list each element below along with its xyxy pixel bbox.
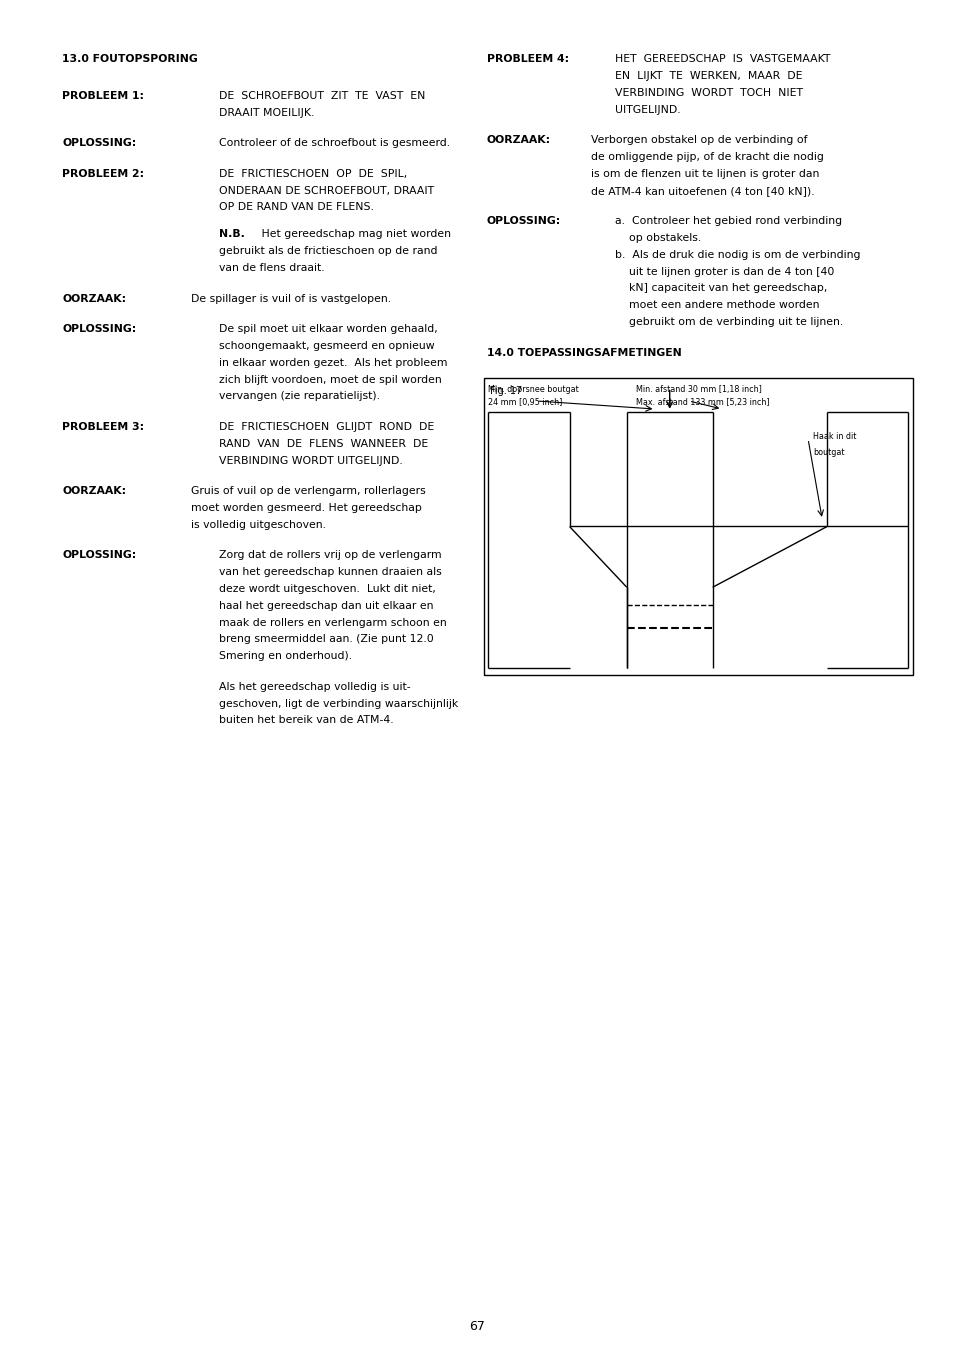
Text: DE  FRICTIESCHOEN  GLIJDT  ROND  DE: DE FRICTIESCHOEN GLIJDT ROND DE [219,421,435,432]
Text: N.B.: N.B. [219,230,245,239]
Text: moet een andere methode worden: moet een andere methode worden [615,300,819,310]
Text: OPLOSSING:: OPLOSSING: [62,324,136,333]
Text: Min. afstand 30 mm [1,18 inch]: Min. afstand 30 mm [1,18 inch] [636,385,761,394]
Text: Verborgen obstakel op de verbinding of: Verborgen obstakel op de verbinding of [591,135,807,144]
Text: EN  LIJKT  TE  WERKEN,  MAAR  DE: EN LIJKT TE WERKEN, MAAR DE [615,72,802,81]
Text: VERBINDING WORDT UITGELIJND.: VERBINDING WORDT UITGELIJND. [219,455,403,466]
Text: deze wordt uitgeschoven.  Lukt dit niet,: deze wordt uitgeschoven. Lukt dit niet, [219,583,436,594]
Text: van het gereedschap kunnen draaien als: van het gereedschap kunnen draaien als [219,567,441,576]
Text: HET  GEREEDSCHAP  IS  VASTGEMAAKT: HET GEREEDSCHAP IS VASTGEMAAKT [615,54,830,63]
Text: vervangen (zie reparatielijst).: vervangen (zie reparatielijst). [219,392,380,401]
Text: DE  FRICTIESCHOEN  OP  DE  SPIL,: DE FRICTIESCHOEN OP DE SPIL, [219,169,407,178]
Text: 13.0 FOUTOPSPORING: 13.0 FOUTOPSPORING [62,54,197,63]
Text: OORZAAK:: OORZAAK: [486,135,550,144]
Text: breng smeermiddel aan. (Zie punt 12.0: breng smeermiddel aan. (Zie punt 12.0 [219,634,434,644]
Text: De spil moet uit elkaar worden gehaald,: De spil moet uit elkaar worden gehaald, [219,324,437,333]
Text: boutgat: boutgat [812,448,843,458]
Text: 24 mm [0,95 inch]: 24 mm [0,95 inch] [488,398,562,408]
Text: in elkaar worden gezet.  Als het probleem: in elkaar worden gezet. Als het probleem [219,358,448,367]
Text: OP DE RAND VAN DE FLENS.: OP DE RAND VAN DE FLENS. [219,202,374,212]
Text: Als het gereedschap volledig is uit-: Als het gereedschap volledig is uit- [219,682,411,691]
Text: Min. doorsnee boutgat: Min. doorsnee boutgat [488,385,578,394]
Text: ONDERAAN DE SCHROEFBOUT, DRAAIT: ONDERAAN DE SCHROEFBOUT, DRAAIT [219,185,434,196]
Text: de omliggende pijp, of de kracht die nodig: de omliggende pijp, of de kracht die nod… [591,151,823,162]
Text: Fig. 17: Fig. 17 [490,386,522,396]
Text: b.  Als de druk die nodig is om de verbinding: b. Als de druk die nodig is om de verbin… [615,250,860,259]
Bar [483,378,912,675]
Text: Zorg dat de rollers vrij op de verlengarm: Zorg dat de rollers vrij op de verlengar… [219,549,441,560]
Text: PROBLEEM 3:: PROBLEEM 3: [62,421,144,432]
Text: de ATM-4 kan uitoefenen (4 ton [40 kN]).: de ATM-4 kan uitoefenen (4 ton [40 kN]). [591,185,814,196]
Text: schoongemaakt, gesmeerd en opnieuw: schoongemaakt, gesmeerd en opnieuw [219,340,435,351]
Text: Max. afstand 133 mm [5,23 inch]: Max. afstand 133 mm [5,23 inch] [636,398,769,408]
Text: gebruikt als de frictieschoen op de rand: gebruikt als de frictieschoen op de rand [219,246,437,256]
Text: DRAAIT MOEILIJK.: DRAAIT MOEILIJK. [219,108,314,117]
Text: kN] capaciteit van het gereedschap,: kN] capaciteit van het gereedschap, [615,284,827,293]
Text: moet worden gesmeerd. Het gereedschap: moet worden gesmeerd. Het gereedschap [191,502,421,513]
Text: UITGELIJND.: UITGELIJND. [615,104,680,115]
Text: PROBLEEM 2:: PROBLEEM 2: [62,169,144,178]
Text: OPLOSSING:: OPLOSSING: [62,139,136,148]
Text: zich blijft voordoen, moet de spil worden: zich blijft voordoen, moet de spil worde… [219,374,441,385]
Text: OPLOSSING:: OPLOSSING: [62,549,136,560]
Text: geschoven, ligt de verbinding waarschijnlijk: geschoven, ligt de verbinding waarschijn… [219,698,458,709]
Text: buiten het bereik van de ATM-4.: buiten het bereik van de ATM-4. [219,716,394,725]
Text: is volledig uitgeschoven.: is volledig uitgeschoven. [191,520,326,529]
Text: gebruikt om de verbinding uit te lijnen.: gebruikt om de verbinding uit te lijnen. [615,317,842,327]
Text: a.  Controleer het gebied rond verbinding: a. Controleer het gebied rond verbinding [615,216,841,225]
Text: is om de flenzen uit te lijnen is groter dan: is om de flenzen uit te lijnen is groter… [591,169,819,178]
Text: PROBLEEM 1:: PROBLEEM 1: [62,92,144,101]
Text: maak de rollers en verlengarm schoon en: maak de rollers en verlengarm schoon en [219,617,447,628]
Text: OORZAAK:: OORZAAK: [62,486,126,495]
Text: Gruis of vuil op de verlengarm, rollerlagers: Gruis of vuil op de verlengarm, rollerla… [191,486,425,495]
Text: RAND  VAN  DE  FLENS  WANNEER  DE: RAND VAN DE FLENS WANNEER DE [219,439,428,448]
Text: 14.0 TOEPASSINGSAFMETINGEN: 14.0 TOEPASSINGSAFMETINGEN [486,347,680,358]
Text: De spillager is vuil of is vastgelopen.: De spillager is vuil of is vastgelopen. [191,293,391,304]
Text: Haak in dit: Haak in dit [812,432,855,441]
Text: PROBLEEM 4:: PROBLEEM 4: [486,54,568,63]
Text: DE  SCHROEFBOUT  ZIT  TE  VAST  EN: DE SCHROEFBOUT ZIT TE VAST EN [219,92,425,101]
Text: Controleer of de schroefbout is gesmeerd.: Controleer of de schroefbout is gesmeerd… [219,139,450,148]
Text: Smering en onderhoud).: Smering en onderhoud). [219,651,353,661]
Text: op obstakels.: op obstakels. [615,232,700,243]
Text: OPLOSSING:: OPLOSSING: [486,216,560,225]
Text: uit te lijnen groter is dan de 4 ton [40: uit te lijnen groter is dan de 4 ton [40 [615,266,834,277]
Text: van de flens draait.: van de flens draait. [219,263,325,273]
Text: Het gereedschap mag niet worden: Het gereedschap mag niet worden [257,230,450,239]
Text: VERBINDING  WORDT  TOCH  NIET: VERBINDING WORDT TOCH NIET [615,88,802,97]
Text: 67: 67 [469,1320,484,1334]
Text: haal het gereedschap dan uit elkaar en: haal het gereedschap dan uit elkaar en [219,601,434,610]
Text: OORZAAK:: OORZAAK: [62,293,126,304]
